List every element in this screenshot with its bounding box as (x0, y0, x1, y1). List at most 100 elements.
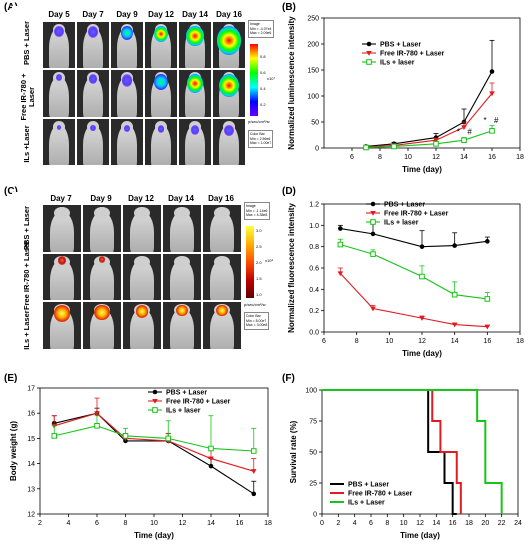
plot-frame (39, 387, 269, 515)
mouse-body (82, 76, 104, 117)
mouse-head (174, 206, 190, 219)
colorbar-tick: 1.5 (256, 276, 262, 281)
data-point (152, 389, 158, 395)
day-label: Day 16 (208, 194, 234, 203)
signal-spot (187, 74, 203, 93)
mouse-head (54, 206, 70, 219)
x-tick-label: 12 (432, 154, 440, 161)
mouse-head (134, 206, 150, 219)
mouse-image-grid (42, 204, 242, 350)
x-tick-label: 14 (207, 520, 215, 527)
data-point (419, 273, 425, 280)
x-tick-label: 6 (95, 520, 99, 527)
x-tick-label: 0 (320, 520, 324, 527)
legend-label: PBS + Laser (380, 42, 421, 49)
mouse-image (42, 69, 76, 118)
signal-spot (57, 256, 67, 265)
series-line (322, 389, 462, 514)
annotation: * (457, 127, 460, 136)
data-point (391, 143, 397, 150)
mouse-image (42, 117, 76, 166)
x-axis-label: Time (day) (402, 165, 442, 174)
day-label: Day 12 (148, 10, 174, 19)
x-tick-label: 18 (264, 520, 272, 527)
data-point (485, 239, 490, 244)
row-label: ILs +Laser (22, 125, 31, 163)
mouse-image (202, 301, 242, 350)
image-range-note: Image Min = -1.14e6 Max = 4.38e8 (244, 202, 270, 220)
y-tick-label: 250 (307, 16, 319, 23)
chart-d-fluorescence: 6 8 10 12 14 16 18 0.0 0.2 0.4 0.6 0.8 1.0 1.2 Time (d… (287, 202, 524, 359)
y-tick-label: 75 (309, 419, 317, 426)
mouse-image (42, 301, 82, 350)
colorbar-tick: 0.6 (260, 70, 266, 75)
y-tick-label: 100 (307, 94, 319, 101)
mouse-body (82, 125, 104, 165)
signal-spot (124, 125, 130, 132)
x-tick-label: 10 (404, 154, 412, 161)
legend-label: Free IR-780 + Laser (384, 211, 449, 218)
data-point (366, 51, 372, 56)
mouse-image (76, 21, 110, 70)
panel-label-a: (A) (4, 2, 18, 13)
mouse-image (110, 117, 144, 166)
mouse-body (150, 125, 172, 165)
x-tick-label: 18 (465, 520, 473, 527)
colorbar-tick: 2.5 (256, 244, 262, 249)
x-tick-label: 12 (418, 338, 426, 345)
signal-spot (120, 25, 134, 40)
mouse-image (144, 117, 178, 166)
day-label: Day 16 (216, 10, 242, 19)
x-tick-label: 4 (67, 520, 71, 527)
colorbar-unit: x10⁸ (265, 258, 274, 263)
x-tick-label: 10 (385, 338, 393, 345)
mouse-body (116, 28, 138, 69)
x-tick-label: 16 (236, 520, 244, 527)
data-point (489, 91, 495, 97)
mouse-image (162, 204, 202, 253)
y-tick-label: 0 (313, 512, 317, 519)
x-tick-label: 14 (451, 338, 459, 345)
x-tick-label: 8 (355, 338, 359, 345)
data-point (208, 445, 214, 452)
y-tick-label: 12 (27, 512, 35, 519)
legend-label: ILs + laser (384, 220, 419, 227)
y-tick-label: 17 (27, 386, 35, 393)
y-tick-label: 16 (27, 411, 35, 418)
x-tick-label: 2 (336, 520, 340, 527)
colorbar-tick: 2.0 (256, 260, 262, 265)
panel-label-e: (E) (4, 373, 18, 384)
y-axis-label: Body weight (g) (9, 421, 18, 481)
y-tick-label: 0.0 (309, 330, 319, 337)
x-tick-label: 24 (514, 520, 522, 527)
day-label: Day 14 (182, 10, 208, 19)
day-label: Day 14 (168, 194, 194, 203)
panel-label-c: (C) (4, 186, 18, 197)
row-label: Free IR-780 + Laser (22, 241, 31, 310)
day-label: Day 9 (90, 194, 112, 203)
series-line (322, 389, 457, 515)
mouse-image (178, 69, 212, 118)
data-point (122, 433, 129, 439)
legend-label: ILs + Laser (348, 500, 385, 507)
x-tick-label: 18 (516, 338, 524, 345)
x-tick-label: 6 (369, 520, 373, 527)
data-point (208, 463, 214, 469)
mouse-image (76, 69, 110, 118)
x-tick-label: 20 (481, 520, 489, 527)
row-label: PBS + Laser (22, 21, 31, 65)
panel-label-b: (B) (282, 2, 296, 13)
y-axis-label: Normalized fluorescence intensity (287, 203, 296, 333)
y-tick-label: 50 (309, 450, 317, 457)
mouse-image (162, 252, 202, 302)
y-tick-label: 1.0 (309, 223, 319, 230)
mouse-body (48, 125, 70, 165)
image-range-note: Image Min = -4.07e4 Max = 2.09e6 (248, 20, 274, 38)
signal-spot (153, 74, 169, 91)
data-point (94, 423, 100, 429)
y-tick-label: 50 (311, 120, 319, 127)
signal-spot (54, 25, 64, 37)
x-tick-label: 12 (179, 520, 187, 527)
signal-spot (55, 74, 63, 82)
